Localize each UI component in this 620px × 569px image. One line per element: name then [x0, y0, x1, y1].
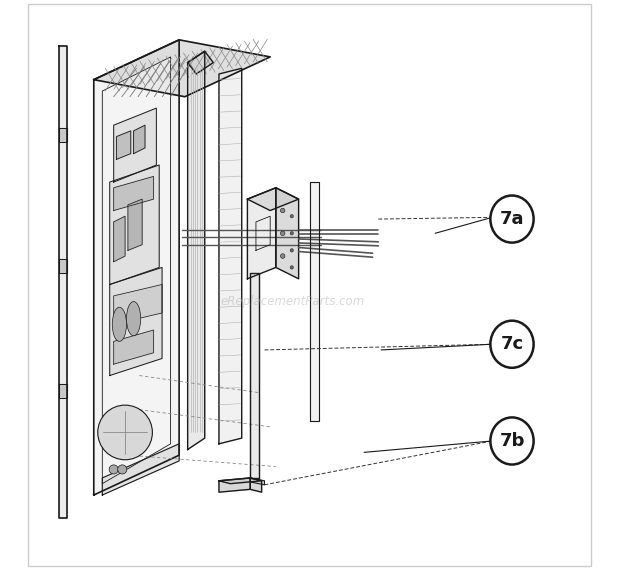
Ellipse shape: [112, 307, 126, 341]
Polygon shape: [113, 216, 125, 262]
Polygon shape: [250, 478, 262, 492]
Polygon shape: [250, 273, 259, 478]
Polygon shape: [219, 478, 262, 484]
Circle shape: [290, 249, 293, 252]
Polygon shape: [110, 267, 162, 376]
Polygon shape: [247, 188, 299, 211]
Circle shape: [290, 232, 293, 235]
Polygon shape: [102, 444, 179, 495]
Circle shape: [109, 465, 118, 474]
Polygon shape: [58, 259, 67, 273]
Polygon shape: [113, 330, 154, 364]
Polygon shape: [250, 478, 265, 485]
Ellipse shape: [126, 302, 141, 336]
Text: eReplacementParts.com: eReplacementParts.com: [221, 295, 365, 308]
Polygon shape: [134, 125, 145, 154]
Polygon shape: [117, 131, 131, 159]
Polygon shape: [94, 40, 179, 495]
Polygon shape: [113, 284, 162, 324]
Ellipse shape: [490, 321, 534, 368]
Polygon shape: [219, 68, 242, 444]
Polygon shape: [94, 40, 270, 97]
Polygon shape: [113, 176, 154, 211]
Ellipse shape: [490, 418, 534, 464]
Circle shape: [280, 208, 285, 213]
Circle shape: [280, 231, 285, 236]
Text: 7b: 7b: [499, 432, 525, 450]
Circle shape: [290, 266, 293, 269]
Polygon shape: [58, 46, 67, 518]
Polygon shape: [276, 188, 299, 279]
Polygon shape: [219, 478, 250, 492]
Polygon shape: [58, 128, 67, 142]
Polygon shape: [188, 51, 213, 74]
Polygon shape: [102, 57, 170, 484]
Polygon shape: [128, 199, 142, 250]
Text: 7a: 7a: [500, 210, 525, 228]
Polygon shape: [256, 216, 270, 250]
Polygon shape: [113, 108, 156, 182]
Circle shape: [280, 254, 285, 258]
Polygon shape: [247, 188, 276, 279]
Polygon shape: [110, 165, 159, 284]
Polygon shape: [58, 384, 67, 398]
Polygon shape: [310, 182, 319, 421]
Text: 7c: 7c: [500, 335, 523, 353]
Circle shape: [118, 465, 126, 474]
Ellipse shape: [490, 196, 534, 242]
Circle shape: [98, 405, 153, 460]
Polygon shape: [188, 51, 205, 450]
Circle shape: [290, 215, 293, 218]
